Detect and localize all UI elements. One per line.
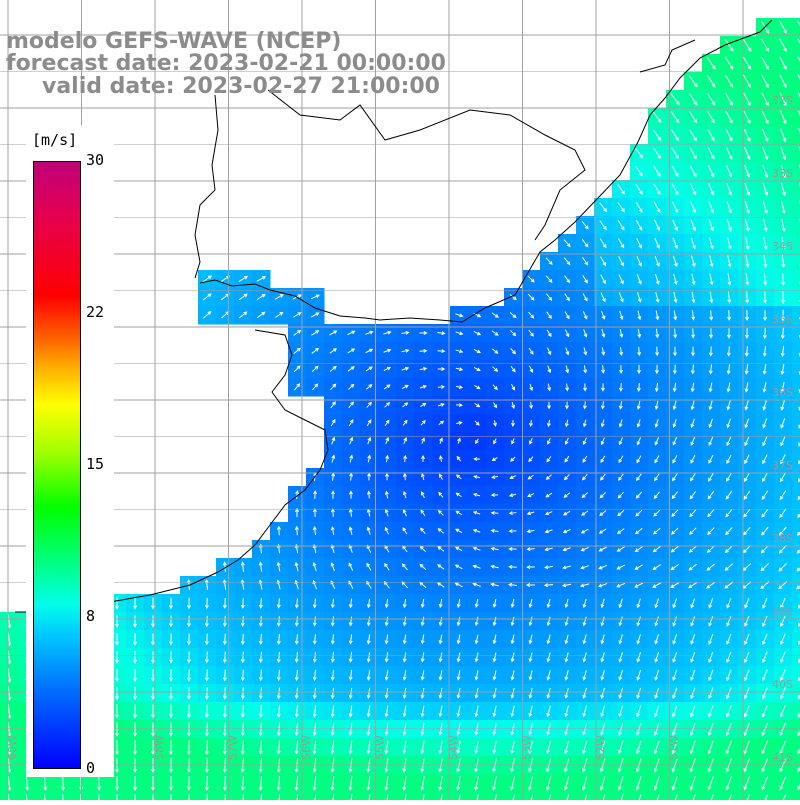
lat-label: 35S bbox=[772, 313, 793, 326]
ocean-cell bbox=[792, 432, 800, 451]
ocean-cell bbox=[792, 342, 800, 361]
lat-label: 34S bbox=[772, 240, 793, 253]
ocean-cell bbox=[792, 234, 800, 253]
wind-arrow bbox=[207, 776, 208, 790]
ocean-cell bbox=[792, 18, 800, 37]
lat-label: 33S bbox=[772, 167, 793, 180]
lat-label: 36S bbox=[772, 386, 793, 399]
lon-label: 52W bbox=[594, 735, 607, 760]
ocean-cell bbox=[792, 792, 800, 800]
lon-label: 54W bbox=[447, 735, 460, 760]
wind-arrow bbox=[225, 723, 226, 736]
ocean-cell bbox=[792, 360, 800, 379]
colorbar-tick-15: 15 bbox=[86, 456, 104, 472]
ocean-cell bbox=[702, 792, 721, 800]
ocean-cell bbox=[774, 792, 793, 800]
lon-label: 56W bbox=[300, 735, 313, 760]
lon-label: 51W bbox=[668, 735, 681, 760]
ocean-cell bbox=[792, 684, 800, 703]
ocean-cell bbox=[792, 378, 800, 397]
ocean-cell bbox=[720, 792, 739, 800]
ocean-cell bbox=[792, 738, 800, 757]
ocean-cell bbox=[792, 486, 800, 505]
colorbar-units: [m/s] bbox=[30, 131, 79, 149]
ocean-cell bbox=[792, 468, 800, 487]
lon-label: 58W bbox=[153, 735, 166, 760]
ocean-cell bbox=[792, 36, 800, 55]
ocean-cell bbox=[792, 648, 800, 667]
ocean-cell bbox=[792, 216, 800, 235]
valid-date: valid date: 2023-02-27 21:00:00 bbox=[42, 75, 440, 99]
lat-label: 37S bbox=[772, 459, 793, 472]
ocean-cell bbox=[792, 612, 800, 631]
ocean-cell bbox=[792, 594, 800, 613]
ocean-cell bbox=[792, 702, 800, 721]
lat-label: 38S bbox=[772, 532, 793, 545]
ocean-cell bbox=[792, 396, 800, 415]
forecast-date: forecast date: 2023-02-21 00:00:00 bbox=[6, 52, 446, 76]
colorbar-tick-0: 0 bbox=[86, 760, 95, 776]
ocean-cell bbox=[792, 576, 800, 595]
ocean-cell bbox=[792, 306, 800, 325]
ocean-cell bbox=[792, 54, 800, 73]
ocean-cell bbox=[792, 450, 800, 469]
ocean-cell bbox=[792, 198, 800, 217]
ocean-cell bbox=[756, 792, 775, 800]
ocean-cell bbox=[792, 252, 800, 271]
ocean-cell bbox=[792, 540, 800, 559]
wind-arrow bbox=[225, 705, 226, 717]
ocean-cell bbox=[792, 522, 800, 541]
wind-arrow bbox=[225, 740, 226, 754]
lon-label: 57W bbox=[227, 735, 240, 760]
ocean-cell bbox=[792, 414, 800, 433]
lon-label: 55W bbox=[374, 735, 387, 760]
lon-label: 60W bbox=[6, 735, 19, 760]
colorbar-tick-8: 8 bbox=[86, 608, 95, 624]
lat-label: 39S bbox=[772, 605, 793, 618]
ocean-cell bbox=[792, 270, 800, 289]
ocean-cell bbox=[792, 504, 800, 523]
colorbar-tick-22: 22 bbox=[86, 304, 104, 320]
ocean-cell bbox=[792, 774, 800, 793]
ocean-cell bbox=[792, 72, 800, 91]
ocean-cell bbox=[792, 558, 800, 577]
ocean-cell bbox=[792, 180, 800, 199]
ocean-cell bbox=[792, 666, 800, 685]
wind-arrow bbox=[207, 740, 208, 754]
lat-label: 41S bbox=[772, 751, 793, 764]
ocean-cell bbox=[792, 630, 800, 649]
wind-arrow bbox=[207, 794, 208, 800]
colorbar-tick-30: 30 bbox=[86, 152, 104, 168]
colorbar bbox=[33, 161, 81, 769]
wind-arrow bbox=[225, 776, 226, 790]
lon-label: 53W bbox=[521, 735, 534, 760]
ocean-cell bbox=[792, 720, 800, 739]
lat-label: 40S bbox=[772, 678, 793, 691]
lat-label: 32S bbox=[772, 94, 793, 107]
ocean-cell bbox=[738, 792, 757, 800]
